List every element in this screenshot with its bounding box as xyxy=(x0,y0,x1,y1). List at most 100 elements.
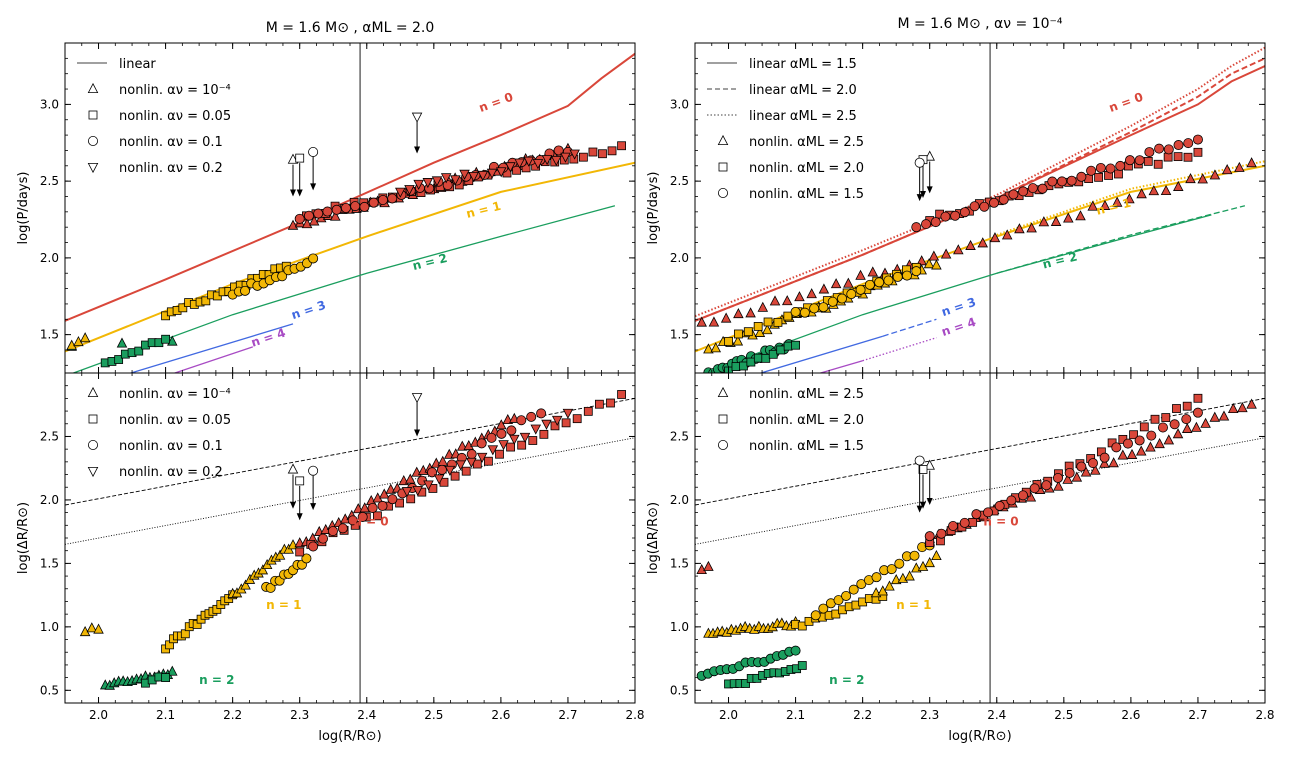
data-point-n0-triangle-down xyxy=(486,168,498,179)
data-point-n0-triangle xyxy=(1185,173,1196,184)
data-point-n0-triangle xyxy=(757,301,769,312)
data-point-n0-square xyxy=(607,146,617,156)
arrow-marker-square xyxy=(295,476,305,486)
data-point-n0-square xyxy=(1150,414,1160,424)
legend-label: nonlin. αν = 10⁻⁴ xyxy=(119,387,231,402)
arrow-head xyxy=(414,429,421,437)
data-point-n0-square xyxy=(583,406,593,416)
legend-label: nonlin. αν = 0.2 xyxy=(119,161,223,176)
data-point-n0-circle xyxy=(1076,171,1087,182)
legend-label: nonlin. αν = 0.05 xyxy=(119,109,231,124)
mode-label-n2: n = 2 xyxy=(411,251,449,273)
data-point-n0-triangle-down xyxy=(413,179,424,190)
ytick-label: 0.5 xyxy=(670,683,689,697)
data-point-n1-triangle xyxy=(703,343,714,354)
reference-line-dotted xyxy=(65,437,635,545)
legend-marker-triangle xyxy=(717,386,729,398)
right-xlabel: log(R/R⊙) xyxy=(948,729,1011,744)
data-point-n0-square xyxy=(1114,169,1123,179)
data-point-n1-circle xyxy=(841,590,852,601)
data-point-n0-circle xyxy=(1027,183,1038,194)
data-point-n0-triangle-down xyxy=(509,434,520,445)
data-point-n0-triangle xyxy=(708,316,720,327)
data-point-n2-square xyxy=(768,349,778,359)
ytick-label: 2.5 xyxy=(670,174,689,188)
data-point-n0-triangle xyxy=(1173,180,1184,191)
data-point-n0-triangle-down xyxy=(450,175,461,186)
data-point-n0-triangle xyxy=(1191,421,1202,432)
xtick-label: 2.8 xyxy=(625,708,644,722)
ytick-label: 2.5 xyxy=(40,174,59,188)
data-point-n2-square xyxy=(161,673,170,682)
mode-label-n0: n = 0 xyxy=(353,514,388,528)
arrow-marker-circle xyxy=(914,157,925,168)
data-point-n0-circle xyxy=(466,449,477,460)
mode-label-n0: n = 0 xyxy=(983,514,1018,528)
data-point-n1-circle xyxy=(240,285,251,296)
arrow-head xyxy=(916,505,923,513)
data-point-n0-circle xyxy=(340,203,351,214)
ytick-label: 2.5 xyxy=(670,429,689,443)
arrow-head xyxy=(926,186,933,194)
xtick-label: 2.3 xyxy=(920,708,939,722)
data-point-n0-circle xyxy=(930,217,941,228)
data-point-n2-square xyxy=(161,334,170,344)
legend-marker-triangle-down xyxy=(87,162,99,174)
data-point-n0-circle xyxy=(359,201,370,212)
data-point-n0-circle xyxy=(998,194,1009,205)
xtick-label: 2.8 xyxy=(1255,708,1274,722)
data-point-n0-triangle xyxy=(1071,471,1083,482)
data-point-n0-square xyxy=(617,390,626,399)
left-xlabel: log(R/R⊙) xyxy=(318,729,381,744)
legend-label: linear xyxy=(119,57,156,72)
data-point-n0-circle xyxy=(1056,176,1067,187)
data-point-n1-circle xyxy=(864,279,875,290)
panel-left-top: n = 0n = 1n = 2n = 3n = 41.52.02.53.0lin… xyxy=(40,42,636,374)
arrow-head xyxy=(920,501,926,509)
legend-label: nonlin. αML = 1.5 xyxy=(749,187,864,202)
left-title: M = 1.6 M⊙ , αML = 2.0 xyxy=(266,20,435,36)
data-point-n0-triangle xyxy=(1001,229,1013,240)
data-point-n0-triangle xyxy=(843,277,854,288)
data-point-n0-square xyxy=(517,440,527,450)
ytick-label: 1.0 xyxy=(40,620,59,634)
legend-marker-triangle xyxy=(87,386,99,398)
data-point-n0-triangle xyxy=(867,266,879,277)
series-line-n4-solid xyxy=(172,346,254,373)
arrow-head xyxy=(310,503,317,511)
data-point-n0-circle xyxy=(1099,452,1110,463)
series-line-n4-dotted xyxy=(862,337,937,362)
data-point-n0-square xyxy=(483,456,493,466)
data-point-n0-triangle-down xyxy=(560,152,571,163)
left-bottom-ylabel: log(ΔR/R⊙) xyxy=(16,502,31,574)
xtick-label: 2.4 xyxy=(987,708,1006,722)
data-point-n0-circle xyxy=(318,533,329,544)
data-point-n0-circle xyxy=(337,523,348,534)
data-point-n1-triangle xyxy=(732,335,744,346)
mode-label-n1: n = 1 xyxy=(896,598,931,612)
data-point-n0-square xyxy=(588,147,598,157)
data-point-n0-triangle xyxy=(1111,196,1123,207)
data-point-n0-square xyxy=(373,511,382,521)
data-point-n0-triangle-down xyxy=(476,452,488,463)
data-point-n0-square xyxy=(1143,156,1153,166)
legend-label: linear αML = 1.5 xyxy=(749,57,857,72)
data-point-n0-square xyxy=(506,442,515,452)
right-top-ylabel: log(P/days) xyxy=(646,172,661,245)
legend-label: nonlin. αν = 0.1 xyxy=(119,135,223,150)
data-point-n0-triangle xyxy=(1227,402,1239,413)
data-point-n1-square xyxy=(724,336,733,346)
data-point-n2-square xyxy=(776,345,786,355)
data-point-n0-circle xyxy=(1037,183,1048,194)
arrow-marker-triangle-down xyxy=(411,112,423,123)
legend-marker-triangle-down xyxy=(87,466,99,478)
data-point-n0-triangle xyxy=(733,308,744,319)
data-point-n0-triangle xyxy=(806,288,817,299)
data-point-n0-triangle xyxy=(301,218,313,229)
data-point-n0-circle xyxy=(327,526,338,537)
xtick-label: 2.3 xyxy=(290,708,309,722)
data-point-n0-triangle-down xyxy=(551,415,563,426)
data-point-n0-triangle xyxy=(953,244,964,255)
data-point-n0-circle xyxy=(368,197,379,208)
legend-label: nonlin. αML = 2.0 xyxy=(749,161,864,176)
